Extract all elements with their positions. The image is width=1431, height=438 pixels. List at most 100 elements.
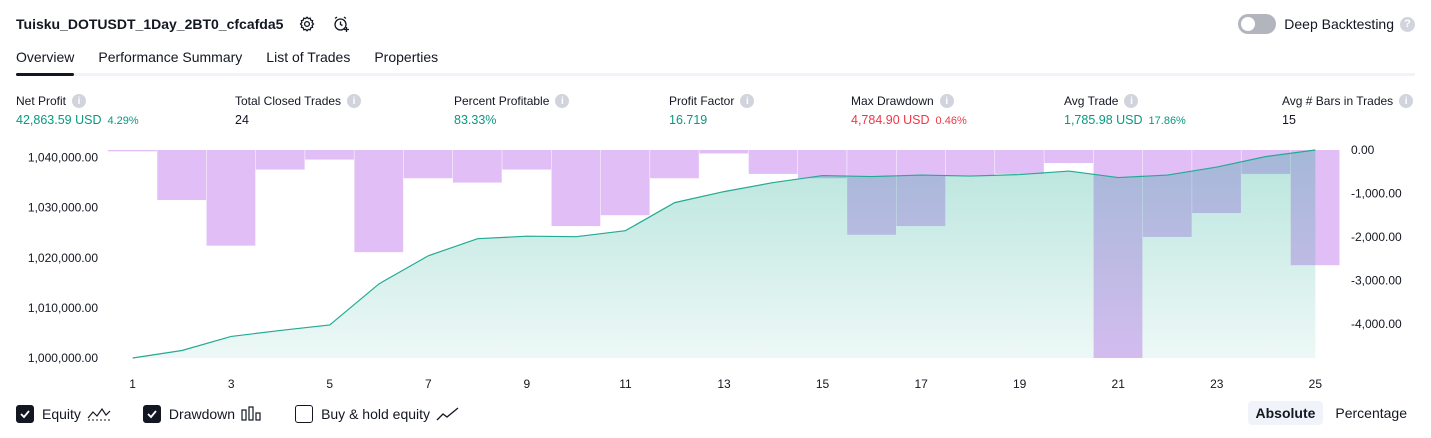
stat-net-profit: Net Profit i 42,863.59 USD 4.29%	[16, 94, 139, 127]
y-right-tick-label: -2,000.00	[1351, 230, 1402, 244]
legend-buy-hold[interactable]: Buy & hold equity	[295, 405, 460, 423]
stat-profit-factor: Profit Factor i 16.719	[669, 94, 755, 127]
stat-label: Avg # Bars in Trades	[1282, 94, 1394, 108]
x-tick-label: 11	[619, 377, 632, 391]
help-icon[interactable]: ?	[1400, 16, 1415, 32]
buy-hold-line-icon	[436, 406, 460, 422]
x-tick-label: 25	[1309, 377, 1323, 391]
x-tick-label: 21	[1112, 377, 1126, 391]
legend-equity[interactable]: Equity	[16, 405, 111, 423]
info-icon[interactable]: i	[72, 94, 87, 108]
info-icon[interactable]: i	[1399, 94, 1414, 108]
strategy-title: Tuisku_DOTUSDT_1Day_2BT0_cfcafda5	[16, 16, 284, 32]
y-right-tick-label: -3,000.00	[1351, 273, 1402, 287]
y-left-tick-label: 1,020,000.00	[28, 251, 98, 265]
y-left-tick-label: 1,030,000.00	[28, 201, 98, 215]
deep-backtesting-toggle[interactable]	[1238, 14, 1277, 34]
stat-value: 83.33%	[454, 113, 497, 127]
stat-sub-value: 4.29%	[107, 115, 139, 127]
stat-sub-value: 17.86%	[1148, 115, 1186, 127]
settings-gear-icon[interactable]	[297, 14, 317, 34]
info-icon[interactable]: i	[347, 94, 362, 108]
x-tick-label: 5	[326, 377, 333, 391]
chart-legend: Equity Drawdown Buy & hold equity	[16, 403, 492, 425]
stat-total-closed-trades: Total Closed Trades i 24	[235, 94, 362, 127]
tab-properties[interactable]: Properties	[374, 49, 439, 65]
stat-value: 24	[235, 113, 249, 127]
stat-value: 4,784.90 USD	[851, 113, 930, 127]
drawdown-bar	[403, 150, 453, 179]
drawdown-bar	[206, 150, 256, 246]
stat-value: 1,785.98 USD	[1064, 113, 1143, 127]
deep-backtesting: Deep Backtesting ?	[1238, 13, 1415, 35]
drawdown-bar	[108, 150, 157, 152]
drawdown-bar	[354, 150, 404, 253]
equity-drawdown-chart[interactable]: 1,000,000.00 1,010,000.00 1,020,000.00 1,03…	[0, 140, 1431, 395]
equity-checkbox[interactable]	[16, 405, 34, 423]
x-tick-label: 13	[717, 377, 731, 391]
stat-max-drawdown: Max Drawdown i 4,784.90 USD 0.46%	[851, 94, 967, 127]
info-icon[interactable]: i	[555, 94, 570, 108]
stat-label: Profit Factor	[669, 94, 735, 108]
stat-avg-bars: Avg # Bars in Trades i 15	[1282, 94, 1414, 127]
x-tick-label: 3	[228, 377, 235, 391]
info-icon[interactable]: i	[740, 94, 755, 108]
drawdown-bar	[255, 150, 305, 170]
y-left-tick-label: 1,040,000.00	[28, 151, 98, 165]
drawdown-bar	[995, 150, 1044, 174]
drawdown-bar	[1044, 150, 1094, 164]
value-mode-switch: Absolute Percentage	[1244, 401, 1416, 425]
tab-performance-summary[interactable]: Performance Summary	[98, 49, 243, 65]
drawdown-bar	[502, 150, 552, 170]
x-tick-label: 15	[816, 377, 830, 391]
tab-list-of-trades[interactable]: List of Trades	[266, 49, 351, 65]
tab-bar: Overview Performance Summary List of Tra…	[16, 46, 1415, 76]
drawdown-bar	[305, 150, 354, 160]
stat-label: Percent Profitable	[454, 94, 550, 108]
drawdown-bar	[797, 150, 847, 179]
stats-row: Net Profit i 42,863.59 USD 4.29% Total Clo…	[16, 94, 1415, 130]
y-right-tick-label: -1,000.00	[1351, 186, 1402, 200]
equity-area-fill	[132, 150, 1316, 358]
x-tick-label: 17	[914, 377, 928, 391]
equity-label: Equity	[42, 406, 81, 422]
stat-sub-value: 0.46%	[935, 115, 967, 127]
drawdown-bar	[452, 150, 502, 183]
legend-drawdown[interactable]: Drawdown	[142, 405, 263, 423]
stat-label: Total Closed Trades	[235, 94, 342, 108]
tab-overview[interactable]: Overview	[16, 46, 75, 76]
drawdown-bar	[699, 150, 749, 154]
drawdown-label: Drawdown	[168, 406, 236, 422]
buy-hold-checkbox[interactable]	[295, 405, 314, 423]
y-left-tick-label: 1,000,000.00	[28, 351, 98, 365]
drawdown-bar	[551, 150, 601, 227]
equity-line-icon	[87, 406, 111, 422]
x-tick-label: 9	[524, 377, 531, 391]
drawdown-checkbox[interactable]	[142, 405, 161, 423]
x-tick-label: 7	[425, 377, 432, 391]
x-tick-label: 23	[1210, 377, 1224, 391]
info-icon[interactable]: i	[939, 94, 954, 108]
stat-value: 15	[1282, 113, 1296, 127]
drawdown-bar	[945, 150, 995, 177]
drawdown-bar	[748, 150, 798, 174]
x-tick-label: 1	[129, 377, 136, 391]
absolute-button[interactable]: Absolute	[1247, 401, 1324, 425]
drawdown-bar	[157, 150, 207, 200]
info-icon[interactable]: i	[1124, 94, 1139, 108]
y-right-tick-label: -4,000.00	[1351, 317, 1402, 331]
x-tick-label: 19	[1013, 377, 1027, 391]
percentage-button[interactable]: Percentage	[1335, 405, 1407, 421]
strategy-header: Tuisku_DOTUSDT_1Day_2BT0_cfcafda5	[16, 13, 351, 35]
stat-label: Net Profit	[16, 94, 67, 108]
drawdown-bar	[650, 150, 699, 179]
buy-hold-label: Buy & hold equity	[321, 406, 431, 422]
y-left-tick-label: 1,010,000.00	[28, 301, 98, 315]
add-alert-clock-icon[interactable]	[331, 14, 351, 34]
drawdown-bar	[600, 150, 650, 216]
drawdown-bars-icon	[241, 406, 263, 422]
stat-avg-trade: Avg Trade i 1,785.98 USD 17.86%	[1064, 94, 1186, 127]
y-right-tick-label: 0.00	[1351, 143, 1375, 157]
deep-backtesting-label: Deep Backtesting	[1284, 16, 1394, 32]
stat-value: 16.719	[669, 113, 708, 127]
